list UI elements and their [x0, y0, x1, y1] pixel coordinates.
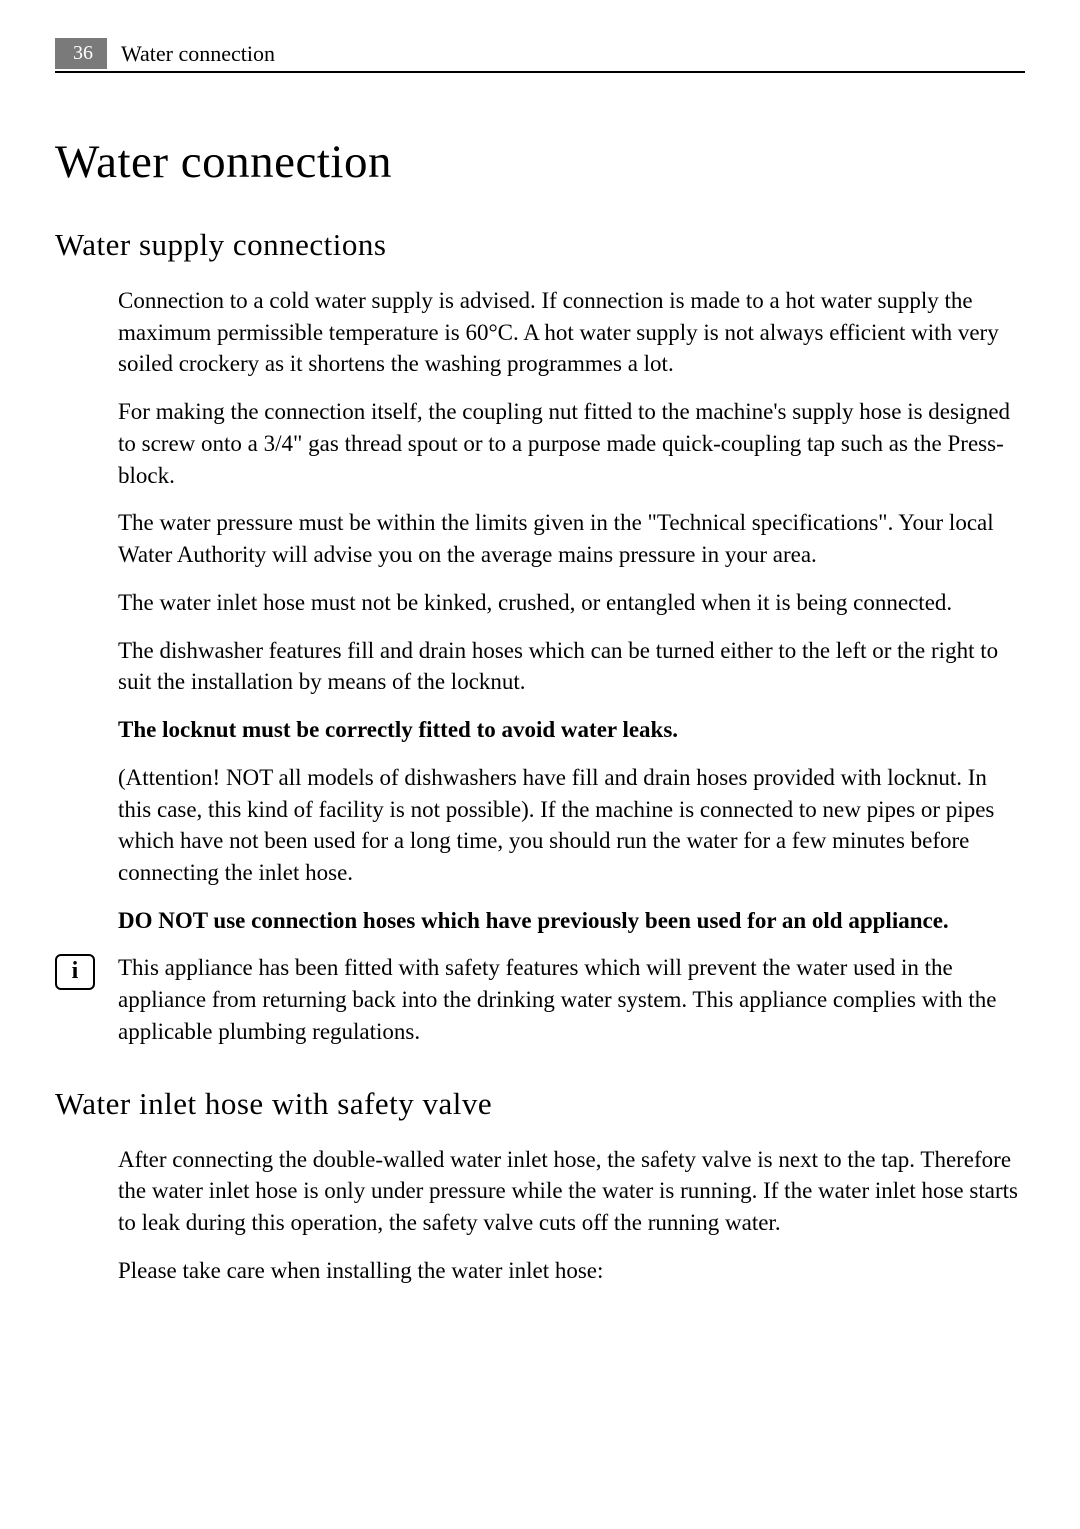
section1-p5: The dishwasher features fill and drain h… — [118, 635, 1025, 698]
section2-body: After connecting the double-walled water… — [118, 1144, 1025, 1287]
section1-p1: Connection to a cold water supply is adv… — [118, 285, 1025, 380]
header-section-title: Water connection — [121, 41, 275, 67]
section1-p3: The water pressure must be within the li… — [118, 507, 1025, 570]
page: 36 Water connection Water connection Wat… — [0, 0, 1080, 1323]
section2-heading: Water inlet hose with safety valve — [55, 1086, 1025, 1122]
section1-p2: For making the connection itself, the co… — [118, 396, 1025, 491]
info-text: This appliance has been fitted with safe… — [118, 952, 1025, 1047]
info-icon: i — [55, 954, 95, 990]
section1-bold1: The locknut must be correctly fitted to … — [118, 714, 1025, 746]
section2-p2: Please take care when installing the wat… — [118, 1255, 1025, 1287]
section1-bold2: DO NOT use connection hoses which have p… — [118, 905, 1025, 937]
section1-body: Connection to a cold water supply is adv… — [118, 285, 1025, 936]
section1-p4: The water inlet hose must not be kinked,… — [118, 587, 1025, 619]
info-icon-glyph: i — [72, 958, 79, 985]
section1-heading: Water supply connections — [55, 227, 1025, 263]
section2-p1: After connecting the double-walled water… — [118, 1144, 1025, 1239]
section1-p6: (Attention! NOT all models of dishwasher… — [118, 762, 1025, 889]
page-number-badge: 36 — [55, 38, 107, 69]
page-header: 36 Water connection — [55, 38, 1025, 69]
info-callout: i This appliance has been fitted with sa… — [55, 952, 1025, 1047]
page-number: 36 — [73, 42, 93, 64]
page-title: Water connection — [55, 135, 1025, 189]
header-rule — [55, 71, 1025, 73]
info-icon-wrap: i — [55, 952, 118, 990]
